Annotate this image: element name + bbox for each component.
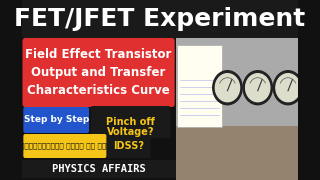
FancyBboxPatch shape xyxy=(22,160,176,178)
Circle shape xyxy=(215,74,240,102)
FancyBboxPatch shape xyxy=(22,38,175,107)
Circle shape xyxy=(246,74,270,102)
Text: Step by Step: Step by Step xyxy=(24,116,89,125)
FancyBboxPatch shape xyxy=(91,106,170,138)
Text: Output and Transfer: Output and Transfer xyxy=(31,66,166,78)
Text: Field Effect Transistor: Field Effect Transistor xyxy=(25,48,172,60)
Text: FET/JFET Experiment: FET/JFET Experiment xyxy=(14,7,306,31)
FancyBboxPatch shape xyxy=(177,44,222,127)
Text: Characteristics Curve: Characteristics Curve xyxy=(27,84,170,96)
Circle shape xyxy=(273,71,303,105)
Text: PHYSICS AFFAIRS: PHYSICS AFFAIRS xyxy=(52,164,146,174)
FancyBboxPatch shape xyxy=(23,134,106,158)
Circle shape xyxy=(213,71,242,105)
FancyBboxPatch shape xyxy=(176,38,298,180)
FancyBboxPatch shape xyxy=(22,0,298,38)
FancyBboxPatch shape xyxy=(176,126,298,180)
Text: Pinch off: Pinch off xyxy=(106,117,155,127)
FancyBboxPatch shape xyxy=(23,107,89,133)
FancyBboxPatch shape xyxy=(107,134,150,158)
Circle shape xyxy=(243,71,272,105)
Text: प्रैक्टिकल फाइल के साथ: प्रैक्टिकल फाइल के साथ xyxy=(20,143,110,149)
Text: Voltage?: Voltage? xyxy=(107,127,154,137)
Circle shape xyxy=(276,74,300,102)
Text: IDSS?: IDSS? xyxy=(113,141,144,151)
